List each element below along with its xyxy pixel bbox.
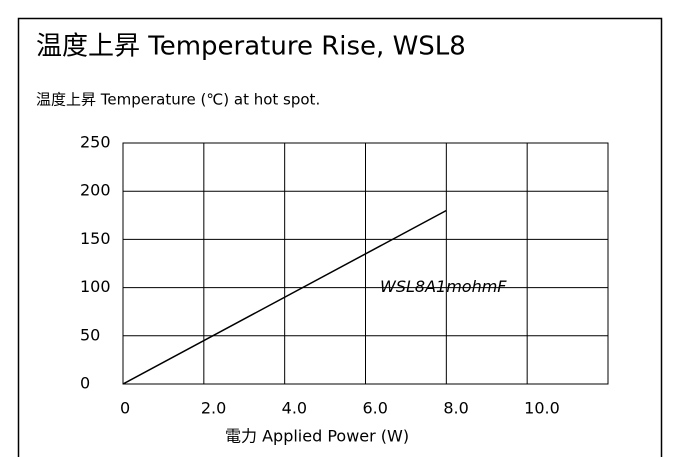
x-tick-label: 4.0 xyxy=(282,399,307,418)
y-tick-label: 100 xyxy=(80,277,111,296)
x-tick-label: 6.0 xyxy=(363,399,388,418)
chart-subtitle: 温度上昇 Temperature (℃) at hot spot. xyxy=(36,91,320,109)
x-axis-label: 電力 Applied Power (W) xyxy=(225,427,409,446)
x-tick-label: 10.0 xyxy=(524,399,560,418)
y-tick-label: 0 xyxy=(80,374,90,393)
x-tick-label: 8.0 xyxy=(443,399,468,418)
y-tick-label: 150 xyxy=(80,229,111,248)
y-tick-label: 50 xyxy=(80,325,100,344)
frame xyxy=(17,17,663,457)
y-tick-label: 200 xyxy=(80,181,111,200)
data-line xyxy=(122,209,447,385)
series-label: WSL8A1mohmF xyxy=(380,277,507,296)
y-tick-label: 250 xyxy=(80,133,111,152)
x-tick-label: 2.0 xyxy=(201,399,226,418)
chart-title: 温度上昇 Temperature Rise, WSL8 xyxy=(36,32,466,62)
x-tick-label: 0 xyxy=(120,399,130,418)
